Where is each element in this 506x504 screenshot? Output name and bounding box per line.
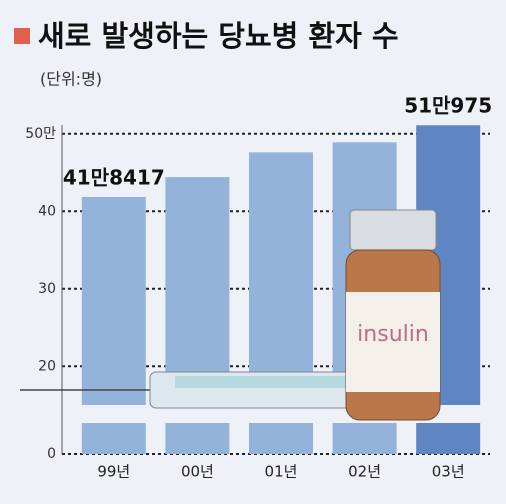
bar [165,177,229,405]
x-tick-label: 99년 [97,463,130,481]
bar [416,423,480,454]
bar [333,423,397,454]
x-tick-label: 02년 [348,463,381,481]
y-tick-label: 50만 [25,126,56,142]
vial-text: insulin [357,322,429,347]
subtitle: (단위:명) [40,70,102,89]
y-tick-label: 40 [38,203,56,219]
bar [249,423,313,454]
bar [165,423,229,454]
y-tick-label: 0 [47,446,56,462]
syringe-liquid [175,376,365,388]
bar [249,152,313,405]
bar [82,197,146,405]
vial-cap [350,210,436,250]
y-tick-label: 30 [38,281,56,297]
chart-title: 새로 발생하는 당뇨병 환자 수 [38,19,399,53]
x-tick-label: 03년 [432,463,465,481]
y-tick-label: 20 [38,358,56,374]
chart: 새로 발생하는 당뇨병 환자 수 (단위:명) 0 20 30 40 50만 99년 41만… [0,0,506,504]
title-marker [14,28,30,44]
x-tick-label: 00년 [181,463,214,481]
x-tick-label: 01년 [265,463,298,481]
value-label: 51만975 [404,94,492,118]
value-label: 41만8417 [63,165,165,189]
bar [82,423,146,454]
